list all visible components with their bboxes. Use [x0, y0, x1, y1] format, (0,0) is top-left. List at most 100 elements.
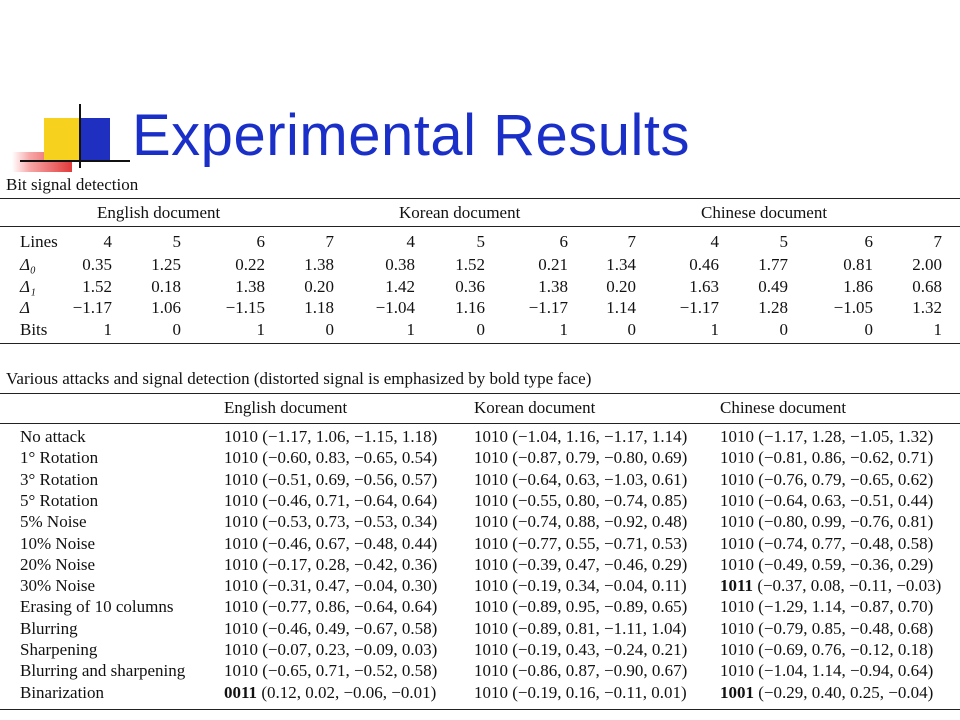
table2-cell: 1010 (−0.80, 0.99, −0.76, 0.81): [720, 512, 933, 532]
signal-values: (−0.74, 0.88, −0.92, 0.48): [508, 512, 688, 532]
signal-values: (−0.65, 0.71, −0.52, 0.58): [258, 661, 438, 681]
signal-values: (−0.74, 0.77, −0.48, 0.58): [754, 533, 934, 553]
table1-cell: −1.05: [833, 298, 873, 317]
table1-cell: −1.17: [679, 298, 719, 317]
logo-blue-square: [80, 118, 110, 162]
bit-string: 1010: [224, 640, 258, 659]
bit-string: 1010: [224, 618, 258, 638]
table2-cell: 1010 (−0.77, 0.55, −0.71, 0.53): [474, 534, 687, 554]
table1-cell: 1.34: [606, 255, 636, 274]
table2-column-header: Korean document: [474, 398, 596, 417]
table2-cell: 1010 (−0.74, 0.88, −0.92, 0.48): [474, 512, 687, 532]
table2-attack-label: No attack: [20, 427, 86, 446]
table1-cell: 0.38: [385, 255, 415, 274]
table1-group-header: Korean document: [399, 203, 521, 222]
table2-cell: 1010 (−0.46, 0.49, −0.67, 0.58): [224, 619, 437, 639]
table1-caption: Bit signal detection: [6, 175, 139, 194]
table2-cell: 1010 (−0.19, 0.34, −0.04, 0.11): [474, 576, 687, 596]
table2-cell: 1010 (−0.76, 0.79, −0.65, 0.62): [720, 470, 933, 490]
table1-cell: 1: [103, 320, 113, 339]
signal-values: (−0.19, 0.43, −0.24, 0.21): [508, 640, 688, 659]
table1-cell: 1.38: [304, 255, 334, 274]
table2-cell: 1010 (−0.19, 0.16, −0.11, 0.01): [474, 683, 687, 703]
table2-attack-label: Blurring and sharpening: [20, 661, 186, 681]
table2-top-rule: [0, 393, 960, 394]
table1-cell: 0: [325, 320, 335, 339]
bit-string: 1010: [720, 512, 754, 532]
table1-cell: 0.81: [843, 255, 873, 274]
bit-string: 1010: [224, 661, 258, 681]
table2-attack-label: Sharpening: [20, 640, 98, 659]
table1-cell: 1: [710, 320, 720, 339]
signal-values: (−0.77, 0.55, −0.71, 0.53): [508, 533, 688, 553]
table2-cell: 1011 (−0.37, 0.08, −0.11, −0.03): [720, 576, 941, 596]
table2-caption: Various attacks and signal detection (di…: [6, 369, 592, 388]
signal-values: (−0.17, 0.28, −0.42, 0.36): [258, 554, 438, 574]
table1-cell: 5: [476, 232, 486, 251]
table1-cell: 5: [172, 232, 182, 251]
signal-values: (−0.76, 0.79, −0.65, 0.62): [754, 469, 934, 489]
table2-attack-label: 3° Rotation: [20, 469, 99, 489]
signal-values: (−0.86, 0.87, −0.90, 0.67): [508, 661, 688, 681]
signal-values: (−0.81, 0.86, −0.62, 0.71): [754, 448, 934, 468]
table1-cell: 1.32: [912, 298, 942, 317]
table2-header-rule: [0, 423, 960, 424]
table1-group-header: English document: [97, 203, 221, 222]
table2-attack-label: Erasing of 10 columns: [20, 597, 174, 617]
bit-string: 1010: [720, 533, 754, 553]
bit-string: 1010: [720, 661, 754, 681]
bit-string: 1010: [474, 618, 508, 638]
bit-string: 1010: [474, 490, 508, 510]
signal-values: (−0.31, 0.47, −0.04, 0.30): [258, 576, 438, 596]
bit-string: 1010: [224, 597, 258, 617]
signal-values: (−1.04, 1.16, −1.17, 1.14): [508, 427, 688, 446]
signal-values: (−0.29, 0.40, 0.25, −0.04): [754, 682, 934, 702]
table2-cell: 1010 (−0.65, 0.71, −0.52, 0.58): [224, 661, 437, 681]
signal-values: (−0.69, 0.76, −0.12, 0.18): [754, 640, 934, 659]
table2-cell: 1010 (−1.04, 1.14, −0.94, 0.64): [720, 661, 933, 681]
signal-values: (−0.80, 0.99, −0.76, 0.81): [754, 512, 934, 532]
bit-string: 1010: [720, 554, 754, 574]
table1-cell: 1: [406, 320, 416, 339]
table1-cell: 1.25: [151, 255, 181, 274]
table1-cell: 1.52: [82, 277, 112, 296]
signal-values: (−0.60, 0.83, −0.65, 0.54): [258, 448, 438, 468]
table1-cell: 1.06: [151, 298, 181, 317]
attacks-table: English document Korean document Chinese d…: [0, 392, 960, 710]
table2-cell: 1010 (−0.53, 0.73, −0.53, 0.34): [224, 512, 437, 532]
table1-row-label: Δ₀: [20, 255, 36, 274]
signal-values: (−1.17, 1.28, −1.05, 1.32): [754, 427, 934, 446]
table2-cell: 1010 (−0.49, 0.59, −0.36, 0.29): [720, 555, 933, 575]
bit-string: 1010: [720, 448, 754, 468]
signal-values: (−0.79, 0.85, −0.48, 0.68): [754, 618, 934, 638]
bit-string: 1010: [474, 576, 508, 596]
table2-cell: 1010 (−0.51, 0.69, −0.56, 0.57): [224, 470, 437, 490]
bit-string: 1010: [720, 618, 754, 638]
table1-cell: 0: [864, 320, 874, 339]
signal-values: (−0.89, 0.81, −1.11, 1.04): [508, 618, 687, 638]
table2-attack-label: 5% Noise: [20, 512, 87, 532]
table2-cell: 1010 (−0.77, 0.86, −0.64, 0.64): [224, 597, 437, 617]
table1-cell: 1.38: [538, 277, 568, 296]
bit-string: 1011: [720, 576, 754, 596]
table1-group-header: Chinese document: [701, 203, 828, 222]
table1-cell: 1.77: [758, 255, 788, 274]
table1-cell: 1.63: [689, 277, 719, 296]
signal-values: (−0.64, 0.63, −0.51, 0.44): [754, 490, 934, 510]
table1-cell: −1.15: [225, 298, 265, 317]
bit-signal-table: English document Korean document Chinese d…: [0, 197, 960, 345]
table2-attack-label: 20% Noise: [20, 554, 96, 574]
table2-attack-label: Binarization: [20, 682, 105, 702]
table2-cell: 1010 (−0.64, 0.63, −1.03, 0.61): [474, 470, 687, 490]
signal-values: (−1.29, 1.14, −0.87, 0.70): [754, 597, 934, 617]
table1-cell: 0: [779, 320, 789, 339]
table2-cell: 1010 (−0.55, 0.80, −0.74, 0.85): [474, 491, 687, 511]
table2-cell: 1010 (−0.74, 0.77, −0.48, 0.58): [720, 534, 933, 554]
table1-cell: 1.52: [455, 255, 485, 274]
bit-string: 1010: [224, 490, 258, 510]
table2-cell: 1010 (−1.29, 1.14, −0.87, 0.70): [720, 597, 933, 617]
table1-cell: 0.20: [304, 277, 334, 296]
table2-attack-label: 30% Noise: [20, 576, 96, 596]
signal-values: (−1.17, 1.06, −1.15, 1.18): [258, 427, 438, 446]
table1-row-label: Δ₁: [20, 277, 36, 296]
